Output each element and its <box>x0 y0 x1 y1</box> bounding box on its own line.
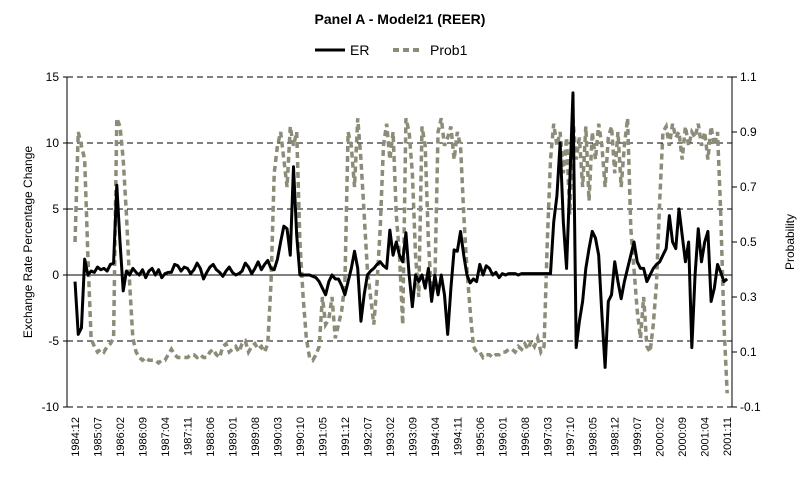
x-tick-label: 1999:07 <box>632 417 644 457</box>
x-tick-label: 1987:11 <box>182 417 194 456</box>
x-tick-label: 2000:09 <box>677 417 689 457</box>
x-tick-label: 1988:06 <box>205 417 217 457</box>
x-tick-label: 1997:10 <box>565 417 577 457</box>
legend-prob1-label: Prob1 <box>430 42 468 58</box>
y-tick-label: 10 <box>46 136 60 150</box>
x-tick-label: 2001:11 <box>722 417 734 456</box>
y-tick-label: 15 <box>46 70 60 84</box>
x-tick-label: 2000:02 <box>655 417 667 457</box>
x-tick-label: 1996:08 <box>520 417 532 457</box>
y2-tick-label: 0.5 <box>740 235 757 249</box>
series-line-prob1 <box>73 117 729 394</box>
y2-tick-label: -0.1 <box>740 400 761 414</box>
x-tick-label: 1997:03 <box>542 417 554 457</box>
legend-er-label: ER <box>350 42 369 58</box>
y2-tick-label: 1.1 <box>740 70 757 84</box>
x-tick-label: 1998:12 <box>610 417 622 457</box>
x-tick-label: 1989:01 <box>227 417 239 457</box>
x-tick-label: 1985:07 <box>93 417 105 457</box>
x-tick-label: 2001:04 <box>700 417 712 457</box>
x-tick-label: 1986:02 <box>115 417 127 457</box>
x-tick-label: 1984:12 <box>70 417 82 457</box>
x-tick-label: 1986:09 <box>137 417 149 457</box>
x-tick-label: 1994:04 <box>430 417 442 457</box>
y-tick-label: -10 <box>42 400 60 414</box>
legend: ER Prob1 <box>315 42 468 58</box>
x-tick-label: 1995:06 <box>475 417 487 457</box>
y-tick-label: 5 <box>52 202 59 216</box>
series-line-er <box>73 91 729 369</box>
x-tick-label: 1991:05 <box>317 417 329 457</box>
x-tick-label: 1993:09 <box>407 417 419 457</box>
axes: 15 10 5 0 -5 -10 1.1 0.9 0.7 0.5 0.3 0.1 -0.1 1984:12… <box>42 70 761 457</box>
x-tick-label: 1994:11 <box>452 417 464 456</box>
y2-tick-label: 0.7 <box>740 180 757 194</box>
y-tick-label: -5 <box>48 334 59 348</box>
x-tick-label: 1989:08 <box>250 417 262 457</box>
x-tick-label: 1998:05 <box>587 417 599 457</box>
y-tick-label: 0 <box>52 268 59 282</box>
series-layer <box>73 91 729 394</box>
chart-title: Panel A - Model21 (REER) <box>315 11 486 27</box>
y-axis-label: Exchange Rate Percentage Change <box>21 146 35 338</box>
y2-axis-label: Probability <box>783 214 797 270</box>
gridlines <box>67 76 732 408</box>
y2-tick-label: 0.3 <box>740 290 757 304</box>
y2-tick-label: 0.9 <box>740 125 757 139</box>
x-tick-label: 1996:01 <box>497 417 509 457</box>
x-tick-label: 1992:07 <box>362 417 374 457</box>
x-tick-label: 1990:03 <box>272 417 284 457</box>
x-tick-label: 1991:12 <box>340 417 352 457</box>
x-tick-label: 1990:10 <box>295 417 307 457</box>
x-tick-label: 1993:02 <box>385 417 397 457</box>
x-tick-label: 1987:04 <box>160 417 172 457</box>
y2-tick-label: 0.1 <box>740 345 757 359</box>
